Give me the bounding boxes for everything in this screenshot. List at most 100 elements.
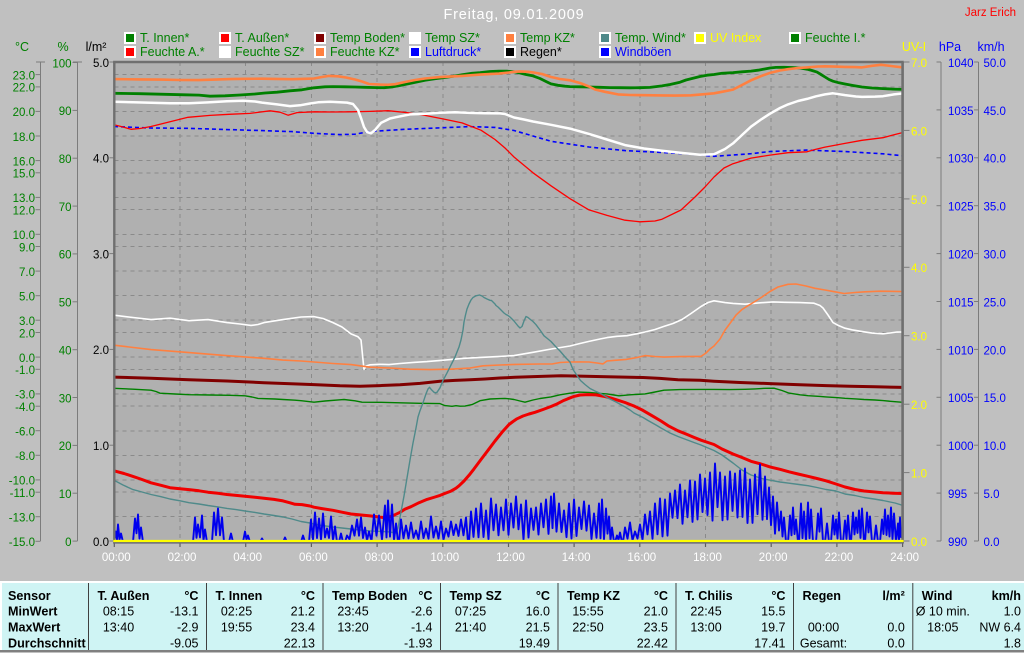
svg-text:T. Außen*: T. Außen* (235, 31, 289, 45)
svg-text:-9.05: -9.05 (170, 637, 199, 651)
svg-text:1035: 1035 (948, 106, 974, 118)
svg-text:Windböen: Windböen (615, 45, 671, 59)
svg-text:Feuchte SZ*: Feuchte SZ* (235, 45, 305, 59)
svg-text:l/m²: l/m² (86, 40, 107, 54)
svg-text:2.0: 2.0 (19, 328, 35, 340)
svg-text:1030: 1030 (948, 154, 974, 166)
svg-text:13:20: 13:20 (337, 621, 368, 635)
svg-text:21.2: 21.2 (291, 605, 315, 619)
svg-text:-1.0: -1.0 (15, 365, 35, 377)
svg-text:70: 70 (59, 202, 72, 214)
svg-text:3.0: 3.0 (93, 249, 109, 261)
svg-text:°C: °C (771, 589, 785, 603)
svg-text:18.0: 18.0 (13, 132, 35, 144)
svg-text:1000: 1000 (948, 441, 974, 453)
svg-text:23:45: 23:45 (337, 605, 368, 619)
svg-text:7.0: 7.0 (911, 58, 927, 70)
svg-text:Temp KZ: Temp KZ (567, 589, 620, 603)
svg-text:2.0: 2.0 (911, 400, 927, 412)
svg-text:30.0: 30.0 (984, 250, 1006, 262)
svg-text:80: 80 (59, 154, 72, 166)
svg-text:7.0: 7.0 (19, 267, 35, 279)
svg-text:1025: 1025 (948, 202, 974, 214)
svg-text:1040: 1040 (948, 58, 974, 70)
svg-text:0: 0 (65, 537, 71, 549)
svg-text:06:00: 06:00 (299, 552, 328, 564)
svg-text:5.0: 5.0 (93, 58, 109, 70)
svg-text:4.0: 4.0 (93, 154, 109, 166)
svg-text:Jarz Erich: Jarz Erich (965, 7, 1016, 19)
svg-text:Temp SZ: Temp SZ (450, 589, 503, 603)
svg-text:35.0: 35.0 (984, 202, 1006, 214)
svg-text:20: 20 (59, 441, 72, 453)
svg-text:1005: 1005 (948, 393, 974, 405)
svg-text:km/h: km/h (992, 589, 1021, 603)
svg-text:T. Außen: T. Außen (98, 589, 150, 603)
svg-text:°C: °C (301, 589, 315, 603)
svg-text:T. Innen: T. Innen (216, 589, 263, 603)
svg-text:5.0: 5.0 (19, 292, 35, 304)
svg-text:16:00: 16:00 (627, 552, 656, 564)
svg-text:1020: 1020 (948, 250, 974, 262)
svg-text:0.0: 0.0 (887, 637, 904, 651)
svg-text:21.0: 21.0 (644, 605, 668, 619)
svg-text:3.0: 3.0 (19, 316, 35, 328)
svg-text:13:40: 13:40 (103, 621, 134, 635)
svg-text:NW 6.4: NW 6.4 (979, 621, 1021, 635)
svg-text:15:55: 15:55 (572, 605, 603, 619)
svg-text:02:00: 02:00 (168, 552, 197, 564)
svg-text:Ø 10 min.: Ø 10 min. (916, 605, 970, 619)
svg-text:MaxWert: MaxWert (8, 621, 61, 635)
svg-text:24:00: 24:00 (890, 552, 919, 564)
svg-text:22.42: 22.42 (637, 637, 668, 651)
svg-text:°C: °C (418, 589, 432, 603)
svg-text:18:05: 18:05 (927, 621, 958, 635)
svg-text:T. Innen*: T. Innen* (140, 31, 189, 45)
svg-text:km/h: km/h (977, 40, 1004, 54)
svg-text:13:00: 13:00 (690, 621, 721, 635)
svg-text:6.0: 6.0 (911, 126, 927, 138)
svg-text:Wind: Wind (922, 589, 953, 603)
svg-text:0.0: 0.0 (887, 621, 904, 635)
svg-text:UV Index: UV Index (710, 31, 762, 45)
svg-text:18:00: 18:00 (693, 552, 722, 564)
svg-text:20.0: 20.0 (13, 107, 35, 119)
svg-text:2.0: 2.0 (93, 345, 109, 357)
svg-text:14:00: 14:00 (562, 552, 591, 564)
svg-text:MinWert: MinWert (8, 605, 58, 619)
svg-text:-1.93: -1.93 (404, 637, 433, 651)
svg-text:20:00: 20:00 (759, 552, 788, 564)
svg-text:19:55: 19:55 (221, 621, 252, 635)
svg-text:Temp KZ*: Temp KZ* (520, 31, 575, 45)
svg-text:50.0: 50.0 (984, 58, 1006, 70)
svg-text:21.5: 21.5 (526, 621, 550, 635)
svg-text:-15.0: -15.0 (9, 537, 35, 549)
svg-text:15.5: 15.5 (761, 605, 785, 619)
svg-text:5.0: 5.0 (984, 489, 1000, 501)
svg-text:22:00: 22:00 (825, 552, 854, 564)
svg-text:16.0: 16.0 (13, 156, 35, 168)
svg-text:1.8: 1.8 (1004, 637, 1021, 651)
svg-text:21:40: 21:40 (455, 621, 486, 635)
svg-text:23.4: 23.4 (291, 621, 315, 635)
svg-text:23.5: 23.5 (644, 621, 668, 635)
svg-text:50: 50 (59, 298, 72, 310)
svg-text:Gesamt:: Gesamt: (800, 637, 847, 651)
svg-text:00:00: 00:00 (102, 552, 131, 564)
svg-text:12:00: 12:00 (496, 552, 525, 564)
svg-text:-8.0: -8.0 (15, 451, 35, 463)
svg-text:-10.0: -10.0 (9, 476, 35, 488)
svg-text:-2.6: -2.6 (411, 605, 433, 619)
svg-text:Luftdruck*: Luftdruck* (425, 45, 481, 59)
svg-text:Durchschnitt: Durchschnitt (8, 637, 86, 651)
svg-text:02:25: 02:25 (221, 605, 252, 619)
svg-text:19.49: 19.49 (519, 637, 550, 651)
svg-text:Temp Boden: Temp Boden (332, 589, 407, 603)
svg-text:Regen: Regen (803, 589, 842, 603)
svg-text:-4.0: -4.0 (15, 402, 35, 414)
svg-text:Freitag, 09.01.2009: Freitag, 09.01.2009 (444, 7, 585, 23)
svg-text:40.0: 40.0 (984, 154, 1006, 166)
svg-text:22.13: 22.13 (284, 637, 315, 651)
svg-text:90: 90 (59, 106, 72, 118)
svg-text:60: 60 (59, 250, 72, 262)
